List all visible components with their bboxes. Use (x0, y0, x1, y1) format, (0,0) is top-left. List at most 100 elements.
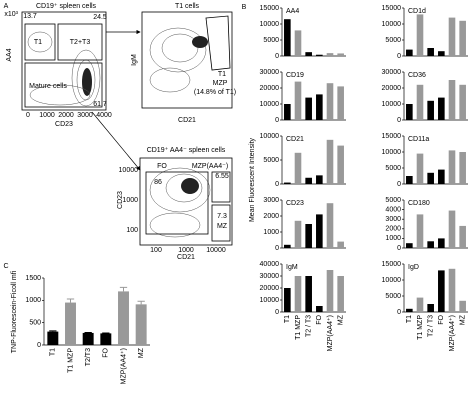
gate-label: FO (157, 163, 167, 170)
x-tick-label: 4000 (96, 112, 112, 119)
bar (305, 52, 312, 56)
y-tick-label: 0 (397, 309, 401, 316)
plot-title: T1 cells (175, 3, 200, 10)
x-tick-label: FO (316, 314, 323, 324)
y-tick-label: 5000 (263, 157, 279, 164)
bar (459, 84, 466, 120)
bar (337, 145, 344, 184)
chart-title: CD11a (408, 136, 429, 143)
bar (427, 241, 434, 248)
bar (459, 20, 466, 56)
x-tick-label: T2 / T3 (306, 315, 313, 337)
bar (316, 214, 323, 248)
x-tick-label: T1 MZP (295, 315, 302, 340)
y-tick-label: 1000 (385, 235, 401, 242)
axis-label: CD21 (177, 254, 195, 261)
panel-label: A (4, 3, 9, 10)
y-tick-label: 5000 (385, 37, 401, 44)
gate-note: (14.8% of T1) (194, 89, 236, 96)
bar (406, 243, 413, 248)
axis-exponent: x10³ (4, 11, 18, 18)
y-tick-label: 0 (275, 245, 279, 252)
error-bar (119, 286, 128, 292)
x-tick-label: MZ (460, 314, 467, 325)
y-tick-label: 15000 (382, 5, 402, 12)
y-tick-label: 30000 (382, 69, 402, 76)
bar (294, 30, 302, 56)
gate-label: Mature cells (29, 83, 67, 90)
y-tick-label: 0 (397, 245, 401, 252)
gate-percent: 6.55 (215, 173, 229, 180)
bar (438, 97, 445, 120)
y-tick-label: 10000 (119, 167, 139, 174)
bar (326, 139, 334, 184)
chart-title: CD23 (286, 200, 304, 207)
bar (294, 81, 302, 120)
panel-label: C (3, 263, 8, 270)
y-tick-label: 3000 (385, 216, 401, 223)
bar (305, 177, 312, 184)
plot-title: CD19⁺ AA4⁻ spleen cells (147, 147, 226, 154)
bar (416, 153, 424, 184)
y-tick-label: 20000 (382, 85, 402, 92)
x-tick-label: T2 / T3 (428, 315, 435, 337)
bar (416, 14, 424, 56)
bar (337, 276, 344, 312)
bar (135, 304, 147, 345)
bar (294, 276, 302, 312)
chart-title: CD21 (286, 136, 304, 143)
y-tick-label: 0 (397, 53, 401, 60)
bar (284, 182, 291, 184)
x-tick-label: T2/T3 (85, 348, 92, 366)
bar (416, 84, 424, 120)
bar (326, 83, 334, 120)
bar (284, 288, 291, 312)
chart-title: IgM (286, 264, 298, 271)
bar (82, 332, 94, 345)
bar (316, 54, 323, 56)
panel-label: B (242, 4, 247, 11)
y-tick-label: 10000 (382, 21, 402, 28)
bar (100, 333, 112, 345)
x-tick-label: MZP(AA4⁺) (327, 315, 334, 351)
bar (438, 51, 445, 56)
y-tick-label: 0 (397, 181, 401, 188)
y-tick-label: 40000 (260, 261, 280, 268)
x-tick-label: 10000 (206, 247, 226, 254)
bar (337, 241, 344, 248)
y-tick-label: 5000 (385, 293, 401, 300)
x-tick-label: MZP(AA4⁺) (120, 348, 127, 384)
bar (416, 297, 424, 312)
y-tick-label: 1500 (25, 275, 41, 282)
y-tick-label: 10000 (260, 297, 280, 304)
x-tick-label: MZP(AA4⁺) (449, 315, 456, 351)
bar (438, 270, 445, 312)
x-tick-label: 2000 (58, 112, 74, 119)
axis-label: IgM (131, 54, 138, 66)
y-tick-label: 1000 (25, 297, 41, 304)
y-tick-label: 4000 (385, 206, 401, 213)
x-tick-label: T1 (406, 315, 413, 323)
y-tick-label: 100 (126, 227, 138, 234)
chart-title: CD1d (408, 8, 426, 15)
bar (448, 210, 456, 248)
y-tick-label: 500 (29, 320, 41, 327)
y-tick-label: 20000 (260, 285, 280, 292)
y-tick-label: 10000 (260, 101, 280, 108)
chart-title: IgD (408, 264, 419, 271)
gate-label: MZP (213, 80, 228, 87)
x-tick-label: MZ (338, 314, 345, 325)
axis-label: CD23 (55, 121, 73, 128)
x-tick-label: MZ (138, 347, 145, 358)
x-tick-label: 3000 (77, 112, 93, 119)
y-tick-label: 1000 (263, 229, 279, 236)
bar (459, 300, 466, 312)
gate-percent: 13.7 (23, 13, 37, 20)
axis-label: CD21 (178, 117, 196, 124)
x-tick-label: 0 (26, 112, 30, 119)
bar (305, 276, 312, 312)
error-bar (49, 330, 57, 332)
bar (438, 238, 445, 248)
bar (427, 304, 434, 312)
